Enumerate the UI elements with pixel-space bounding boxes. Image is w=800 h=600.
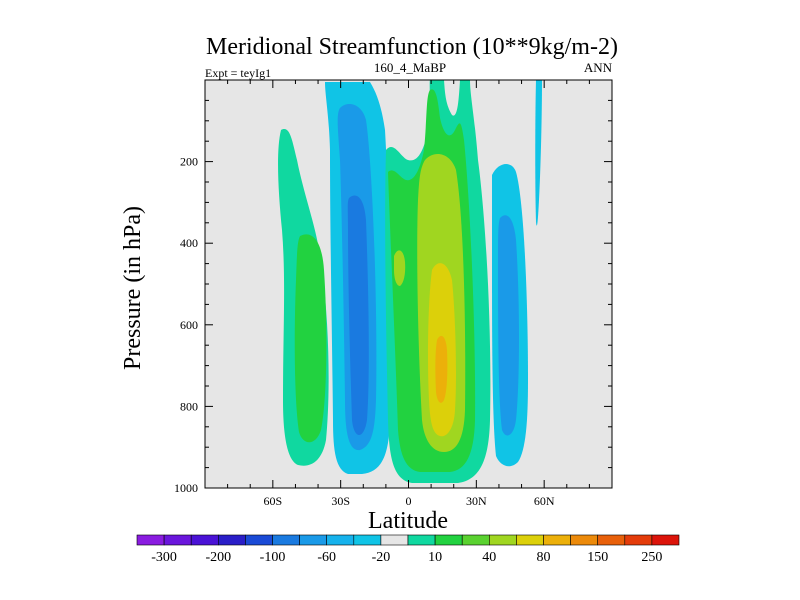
colorbar-label: -100 <box>260 550 286 565</box>
period-label: 160_4_MaBP <box>374 60 446 75</box>
colorbar-swatch <box>516 534 544 546</box>
colorbar-label: 10 <box>428 550 442 565</box>
x-tick-label: 60S <box>263 494 282 508</box>
colorbar-swatch <box>461 534 490 546</box>
y-axis-label: Pressure (in hPa) <box>120 206 146 370</box>
tropical-positive-peak <box>435 335 448 403</box>
colorbar-swatch <box>245 534 273 546</box>
colorbar-swatch <box>570 534 598 546</box>
x-tick-label: 30N <box>466 494 487 508</box>
chart-title: Meridional Streamfunction (10**9kg/m-2) <box>206 34 618 60</box>
colorbar: -300 -200 -100 -60 -20 10 40 80 150 250 <box>136 534 680 565</box>
colorbar-swatch <box>190 534 219 546</box>
colorbar-swatch <box>651 534 680 546</box>
y-tick-label: 1000 <box>174 481 198 495</box>
y-tick-label: 800 <box>180 399 198 413</box>
season-label: ANN <box>584 60 613 75</box>
colorbar-swatch <box>218 534 246 546</box>
experiment-label: Expt = teyIg1 <box>205 66 271 80</box>
colorbar-swatch <box>434 534 463 546</box>
colorbar-swatch <box>326 534 355 546</box>
colorbar-label: 150 <box>587 550 608 565</box>
x-tick-label: 60N <box>534 494 555 508</box>
contour-fills <box>278 80 542 483</box>
nh-high-lat-negative <box>535 80 542 226</box>
y-tick-label: 200 <box>180 155 198 169</box>
colorbar-swatch <box>136 534 165 546</box>
tropical-low-lobe <box>394 250 406 286</box>
colorbar-swatch <box>353 534 382 546</box>
nh-negative-core <box>498 215 519 436</box>
sh-outer-positive-core <box>294 234 327 443</box>
y-tick-label: 400 <box>180 236 198 250</box>
colorbar-swatch <box>407 534 436 546</box>
colorbar-swatch <box>597 534 626 546</box>
colorbar-label: 40 <box>482 550 496 565</box>
y-tick-label: 600 <box>180 318 198 332</box>
colorbar-swatch <box>488 534 517 546</box>
x-tick-label: 30S <box>331 494 350 508</box>
colorbar-label: 250 <box>641 550 662 565</box>
x-axis-label: Latitude <box>368 508 448 534</box>
colorbar-label: 80 <box>537 550 551 565</box>
x-tick-label: 0 <box>406 494 412 508</box>
colorbar-swatch <box>163 534 192 546</box>
colorbar-swatch <box>543 534 571 546</box>
colorbar-swatch <box>299 534 328 546</box>
colorbar-swatch <box>380 534 409 546</box>
colorbar-label: -300 <box>151 550 177 565</box>
sh-negative-inner <box>347 195 369 435</box>
colorbar-label: -60 <box>317 550 336 565</box>
colorbar-swatch <box>272 534 300 546</box>
colorbar-label: -20 <box>372 550 391 565</box>
colorbar-swatch <box>624 534 653 546</box>
colorbar-label: -200 <box>205 550 231 565</box>
